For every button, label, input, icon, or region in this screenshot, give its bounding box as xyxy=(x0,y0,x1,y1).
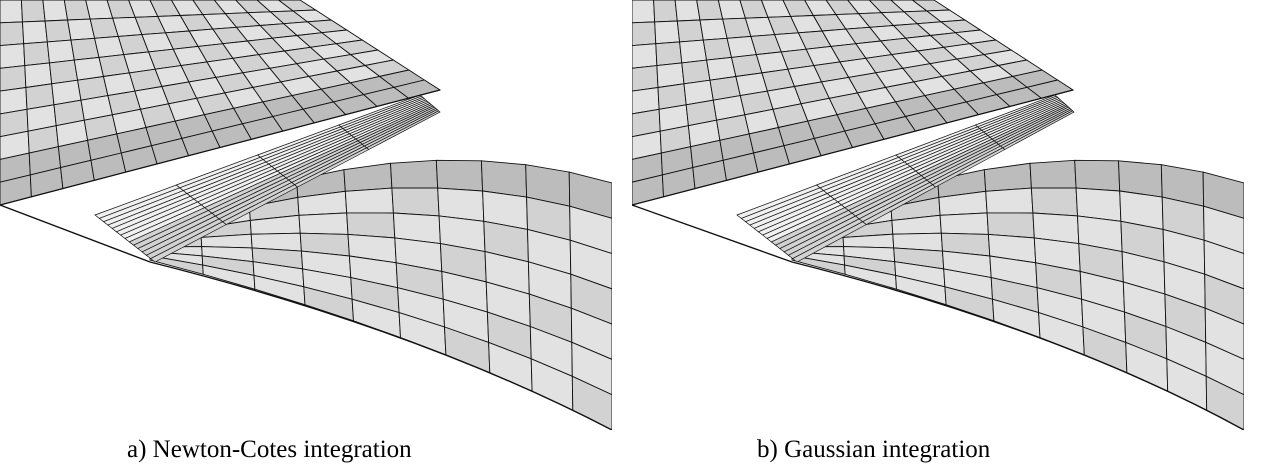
upper-plate-element xyxy=(679,39,708,64)
upper-plate-element xyxy=(632,65,659,92)
upper-plate-element xyxy=(656,62,685,89)
lower-plate-element xyxy=(435,159,484,192)
fold-edge xyxy=(632,89,1074,206)
caption-newton-cotes: a) Newton-Cotes integration xyxy=(127,436,412,463)
upper-plate-element xyxy=(674,0,701,22)
lower-plate-element xyxy=(571,341,612,396)
lower-plate-element xyxy=(390,159,439,189)
plate-outline-edge xyxy=(632,204,1244,430)
lower-plate-element xyxy=(343,162,393,192)
panel-newton-cotes xyxy=(0,0,612,430)
lower-plate-element xyxy=(1204,307,1244,360)
lower-plate-element xyxy=(1202,171,1244,219)
caption-gaussian: b) Gaussian integration xyxy=(757,436,991,463)
lower-plate-element xyxy=(571,375,612,430)
upper-plate-element xyxy=(20,0,46,23)
upper-plate-element xyxy=(0,65,27,92)
lower-plate-element xyxy=(1029,159,1077,189)
upper-plate-element xyxy=(46,39,75,64)
upper-plate-element xyxy=(654,20,681,45)
lower-plate-element xyxy=(1074,159,1121,192)
upper-plate-element xyxy=(653,0,678,23)
upper-plate-element xyxy=(23,41,50,67)
lower-plate-element xyxy=(986,212,1035,239)
upper-plate-element xyxy=(49,59,79,85)
shell-mesh-newton-cotes xyxy=(0,0,612,430)
upper-plate-element xyxy=(632,21,657,47)
mesh-render-gaussian xyxy=(632,0,1244,430)
lower-plate-element xyxy=(568,171,612,219)
lower-plate-element xyxy=(1205,341,1244,396)
mesh-render-newton-cotes xyxy=(0,0,612,430)
lower-plate-element xyxy=(983,162,1032,192)
upper-plate-element xyxy=(0,21,25,47)
fold-strip-element xyxy=(1002,110,1075,150)
upper-plate-element xyxy=(655,41,683,67)
lower-plate-element xyxy=(298,212,349,235)
lower-plate-element xyxy=(569,239,612,290)
upper-plate-element xyxy=(44,19,72,43)
shell-mesh-gaussian xyxy=(632,0,1244,430)
lower-plate-element xyxy=(985,187,1034,214)
fold-strip-element xyxy=(365,110,441,150)
upper-plate-element xyxy=(632,43,658,69)
upper-plate-element xyxy=(42,0,69,22)
lower-plate-element xyxy=(1203,205,1244,255)
lower-plate-element xyxy=(1203,239,1244,290)
lower-plate-element xyxy=(344,187,394,214)
upper-plate-element xyxy=(702,37,733,61)
upper-plate-element xyxy=(22,20,48,45)
upper-plate-element xyxy=(0,0,23,24)
panel-gaussian xyxy=(632,0,1244,430)
upper-plate-element xyxy=(681,59,711,85)
lower-plate-element xyxy=(391,187,440,217)
lower-plate-element xyxy=(346,212,396,239)
lower-plate-element xyxy=(570,307,612,360)
upper-plate-element xyxy=(70,37,100,61)
upper-plate-element xyxy=(676,19,704,43)
upper-plate-element xyxy=(24,62,53,89)
plate-outline-edge xyxy=(0,204,612,430)
upper-plate-element xyxy=(632,0,656,24)
lower-plate-element xyxy=(1030,187,1078,217)
lower-plate-element xyxy=(1205,375,1244,430)
upper-plate-element xyxy=(0,43,26,69)
fold-edge xyxy=(0,89,441,206)
lower-plate-element xyxy=(939,212,989,235)
lower-plate-element xyxy=(569,205,612,255)
